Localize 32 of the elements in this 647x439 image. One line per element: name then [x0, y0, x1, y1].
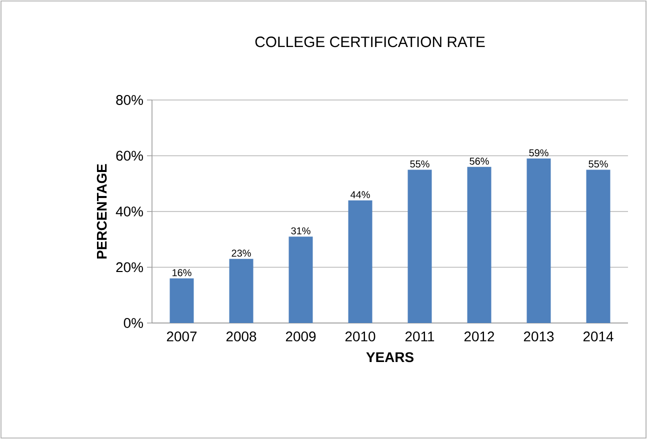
x-tick-label: 2009 [286, 332, 316, 342]
data-label: 31% [291, 227, 310, 234]
y-axis-title: PERCENTAGE [96, 164, 107, 258]
bar [229, 258, 254, 323]
data-label: 55% [410, 160, 430, 168]
bar [526, 158, 551, 323]
x-tick-label: 2014 [583, 332, 614, 342]
bar [467, 166, 492, 323]
bar [408, 170, 432, 323]
x-axis-title: YEARS [366, 352, 414, 362]
y-tick-label: 60% [116, 150, 143, 161]
data-label: 23% [232, 250, 251, 257]
data-label: 59% [529, 149, 548, 156]
data-label: 55% [588, 160, 608, 168]
bar [288, 236, 313, 323]
x-tick-label: 2012 [464, 332, 494, 342]
bar [586, 170, 610, 323]
x-tick-label: 2010 [345, 332, 376, 342]
x-tick-label: 2013 [524, 332, 554, 342]
bar [170, 278, 194, 323]
y-tick-label: 80% [116, 95, 143, 105]
data-label: 44% [350, 191, 370, 198]
x-tick-label: 2008 [226, 332, 256, 342]
chart-title: COLLEGE CERTIFICATION RATE [255, 36, 485, 48]
data-label: 56% [470, 158, 489, 165]
y-tick-label: 20% [116, 262, 143, 272]
bar [348, 200, 372, 323]
x-tick-label: 2011 [405, 332, 434, 342]
data-label: 16% [172, 269, 192, 276]
y-tick-label: 40% [116, 206, 143, 216]
y-tick-label: 0% [124, 318, 143, 328]
x-tick-label: 2007 [166, 332, 197, 342]
